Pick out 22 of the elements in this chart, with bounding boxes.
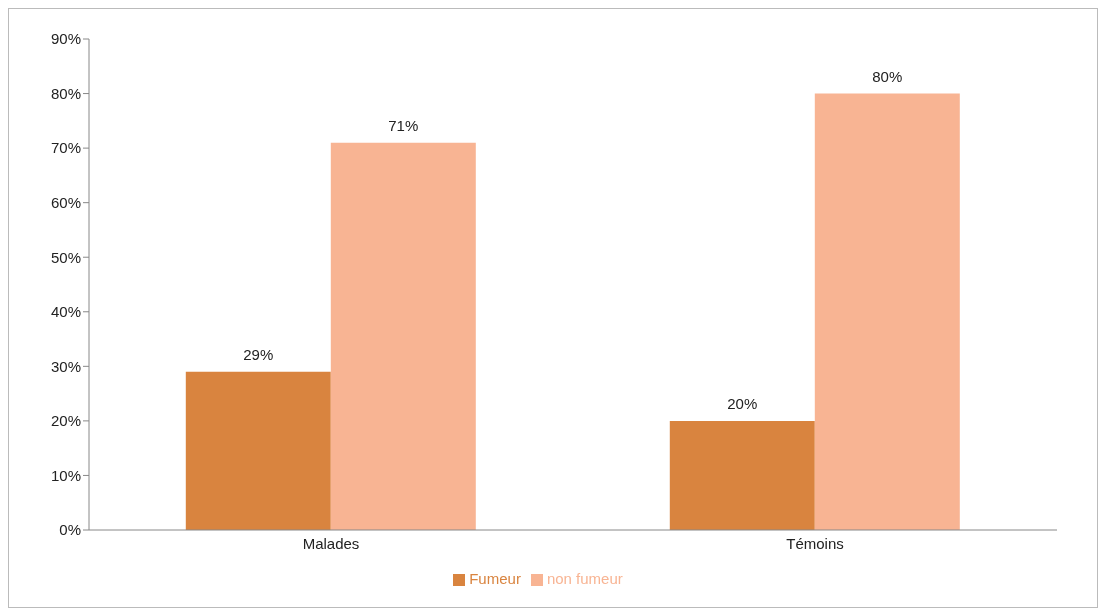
y-tick-label: 0% (59, 521, 81, 539)
y-tick-label: 70% (50, 139, 81, 157)
bar (814, 93, 960, 530)
x-tick-label: Malades (302, 534, 360, 552)
data-label: 71% (388, 116, 419, 134)
data-label: 80% (872, 67, 903, 85)
legend-label: non fumeur (546, 570, 623, 587)
data-label: 29% (243, 345, 274, 363)
y-tick-label: 40% (50, 303, 81, 321)
legend-label: Fumeur (469, 570, 521, 587)
y-tick-label: 50% (50, 248, 81, 266)
bar (669, 420, 815, 530)
bar (330, 142, 476, 530)
bar (185, 371, 331, 530)
y-tick-label: 10% (50, 466, 81, 484)
y-tick-label: 90% (50, 30, 81, 48)
x-tick-label: Témoins (786, 534, 844, 552)
y-tick-label: 30% (50, 357, 81, 375)
data-label: 20% (727, 394, 758, 412)
y-tick-label: 80% (50, 84, 81, 102)
y-tick-label: 60% (50, 193, 81, 211)
y-tick-label: 20% (50, 412, 81, 430)
